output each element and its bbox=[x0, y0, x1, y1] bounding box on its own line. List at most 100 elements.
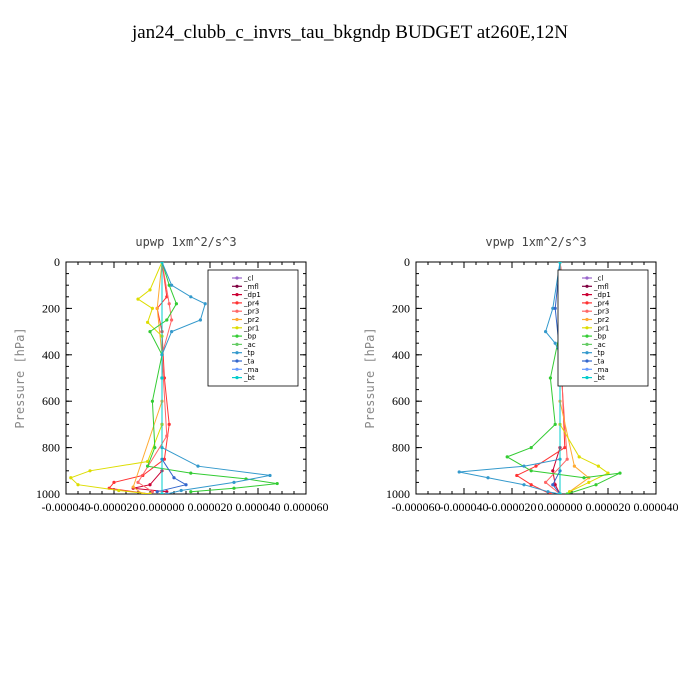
legend-label: _ac bbox=[243, 341, 256, 349]
legend-marker bbox=[235, 342, 239, 346]
data-point-pr4 bbox=[515, 473, 519, 478]
legend-label: _bt bbox=[593, 374, 605, 382]
data-point-bp bbox=[529, 446, 533, 450]
data-point-bp bbox=[565, 492, 569, 494]
data-point-pr1 bbox=[150, 306, 154, 310]
data-point-pr4 bbox=[563, 446, 567, 450]
data-point-pr3 bbox=[544, 480, 548, 484]
data-point-bp bbox=[232, 486, 236, 490]
legend-label: _pr2 bbox=[593, 316, 609, 324]
legend-marker bbox=[585, 376, 589, 380]
data-point-tp bbox=[165, 492, 169, 494]
legend-label: _tp bbox=[243, 349, 255, 357]
legend-box bbox=[207, 269, 299, 387]
data-point-tp bbox=[179, 488, 183, 493]
data-point-bp bbox=[189, 471, 193, 475]
data-point-pr2 bbox=[155, 306, 159, 310]
y-tick-label: 0 bbox=[404, 255, 410, 269]
x-tick-label: 0.000020 bbox=[188, 500, 233, 514]
legend-marker bbox=[235, 293, 239, 297]
y-tick-label: 1000 bbox=[36, 487, 60, 501]
data-point-pr4 bbox=[167, 422, 171, 426]
chart-vpwp: vpwp 1xm^2/s^3 Pressure [hPa] 0 200 400 600 80… bbox=[363, 235, 679, 514]
data-point-pr4 bbox=[112, 480, 116, 484]
data-point-pr1 bbox=[148, 492, 152, 494]
data-point-pr1 bbox=[88, 469, 92, 473]
legend-label: _cl bbox=[593, 275, 603, 283]
x-tick-label: -0.000040 bbox=[42, 500, 91, 514]
data-point-pr1 bbox=[577, 455, 581, 459]
y-axis-label: Pressure [hPa] bbox=[363, 327, 377, 428]
legend-label: _cl bbox=[243, 275, 253, 283]
legend-label: _dp1 bbox=[243, 291, 261, 299]
data-point-pr3 bbox=[150, 490, 154, 494]
data-point-pr3 bbox=[170, 318, 174, 322]
data-point-pr3 bbox=[165, 434, 169, 438]
y-tick-label: 200 bbox=[42, 301, 60, 315]
data-point-bp bbox=[153, 446, 157, 450]
data-point-tp bbox=[522, 464, 526, 468]
legend-marker bbox=[235, 367, 239, 371]
x-tick-label: 0.000000 bbox=[538, 500, 583, 514]
data-point-dp1 bbox=[553, 483, 557, 487]
legend-label: _pr4 bbox=[243, 299, 260, 307]
legend-label: _pr3 bbox=[243, 308, 259, 316]
data-point-bt bbox=[558, 492, 562, 494]
data-point-pr1 bbox=[146, 459, 150, 464]
legend-marker bbox=[585, 334, 589, 338]
legend-label: _tp bbox=[593, 349, 605, 357]
legend-marker bbox=[585, 309, 589, 313]
data-point-pr1 bbox=[606, 471, 610, 475]
data-point-tp bbox=[170, 283, 174, 287]
data-point-bt bbox=[160, 492, 164, 494]
legend-label: _bt bbox=[243, 374, 255, 382]
legend-label: _bp bbox=[593, 333, 607, 341]
legend-marker bbox=[585, 342, 589, 346]
data-point-pr3 bbox=[136, 480, 140, 484]
legend-label: _ac bbox=[593, 341, 606, 349]
legend-label: _pr1 bbox=[593, 324, 609, 332]
data-point-tp bbox=[203, 302, 207, 306]
series-line-tp bbox=[459, 262, 561, 494]
x-tick-label: 0.000060 bbox=[284, 500, 329, 514]
x-tick-label: -0.000020 bbox=[488, 500, 537, 514]
y-tick-label: 0 bbox=[54, 255, 60, 269]
legend-label: _pr3 bbox=[593, 308, 609, 316]
legend-marker bbox=[585, 326, 589, 330]
data-point-dp1 bbox=[551, 469, 555, 473]
legend-marker bbox=[235, 301, 239, 305]
data-point-bp bbox=[582, 476, 586, 480]
legend-marker bbox=[585, 317, 589, 322]
legend-label: _pr4 bbox=[593, 299, 610, 307]
legend-label: _bp bbox=[243, 333, 257, 341]
y-tick-label: 1000 bbox=[386, 487, 410, 501]
data-point-tp bbox=[232, 480, 236, 484]
x-tick-label: 0.000000 bbox=[140, 500, 185, 514]
legend-marker bbox=[585, 351, 589, 355]
data-point-pr3 bbox=[565, 457, 569, 461]
y-tick-label: 800 bbox=[42, 441, 60, 455]
data-point-bp bbox=[146, 464, 150, 468]
legend-label: _ma bbox=[593, 366, 609, 374]
series-line-pr1 bbox=[69, 262, 163, 494]
data-point-tp bbox=[457, 470, 461, 474]
data-point-bp bbox=[548, 376, 552, 380]
x-tick-label: -0.000020 bbox=[90, 500, 139, 514]
legend-marker bbox=[235, 359, 239, 363]
data-point-pr4 bbox=[529, 483, 533, 487]
data-point-tp bbox=[553, 341, 557, 345]
data-point-pr4 bbox=[534, 464, 538, 468]
data-point-pr2 bbox=[572, 464, 576, 468]
x-tick-label: -0.000060 bbox=[392, 500, 441, 514]
legend-marker bbox=[235, 326, 239, 330]
data-point-bp bbox=[174, 302, 178, 306]
data-point-tp bbox=[170, 330, 174, 334]
data-point-ta bbox=[551, 483, 555, 487]
data-point-tp bbox=[196, 464, 200, 468]
legend-marker bbox=[235, 334, 239, 338]
data-point-tp bbox=[268, 473, 272, 478]
legend-marker bbox=[585, 301, 589, 305]
data-point-bp bbox=[594, 483, 598, 487]
legend-label: _ta bbox=[243, 358, 255, 366]
series-line-bp bbox=[146, 262, 278, 493]
